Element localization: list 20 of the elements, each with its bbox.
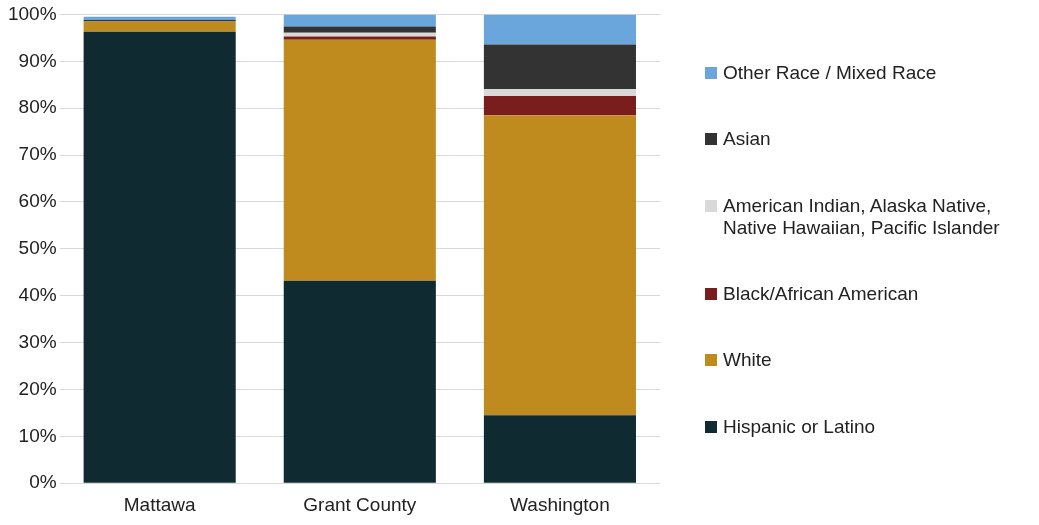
y-tick-label: 50% <box>18 237 57 259</box>
y-tick-label: 90% <box>18 49 57 71</box>
legend-label: White <box>723 349 772 372</box>
y-tick-label: 60% <box>18 190 57 212</box>
y-tick-label: 10% <box>18 424 57 446</box>
y-tick-label: 30% <box>18 330 57 352</box>
y-tick-label: 100% <box>7 2 57 24</box>
y-tick-label: 40% <box>18 283 57 305</box>
legend-label: Asian <box>723 128 771 151</box>
y-tick-label: 70% <box>18 143 57 165</box>
y-tick-label: 80% <box>18 96 57 118</box>
x-tick-label: Grant County <box>303 493 417 515</box>
x-tick-label: Mattawa <box>123 493 196 515</box>
legend-label: Other Race / Mixed Race <box>723 62 937 85</box>
legend-label: Black/African American <box>723 283 919 306</box>
legend-label: Hispanic or Latino <box>723 415 876 438</box>
legend-label: American Indian, Alaska Native, Native Hawaiian, Pacific Islander <box>723 194 1001 239</box>
y-tick-label: 0% <box>29 471 57 493</box>
y-tick-label: 20% <box>18 377 57 399</box>
x-tick-label: Washington <box>510 493 610 515</box>
